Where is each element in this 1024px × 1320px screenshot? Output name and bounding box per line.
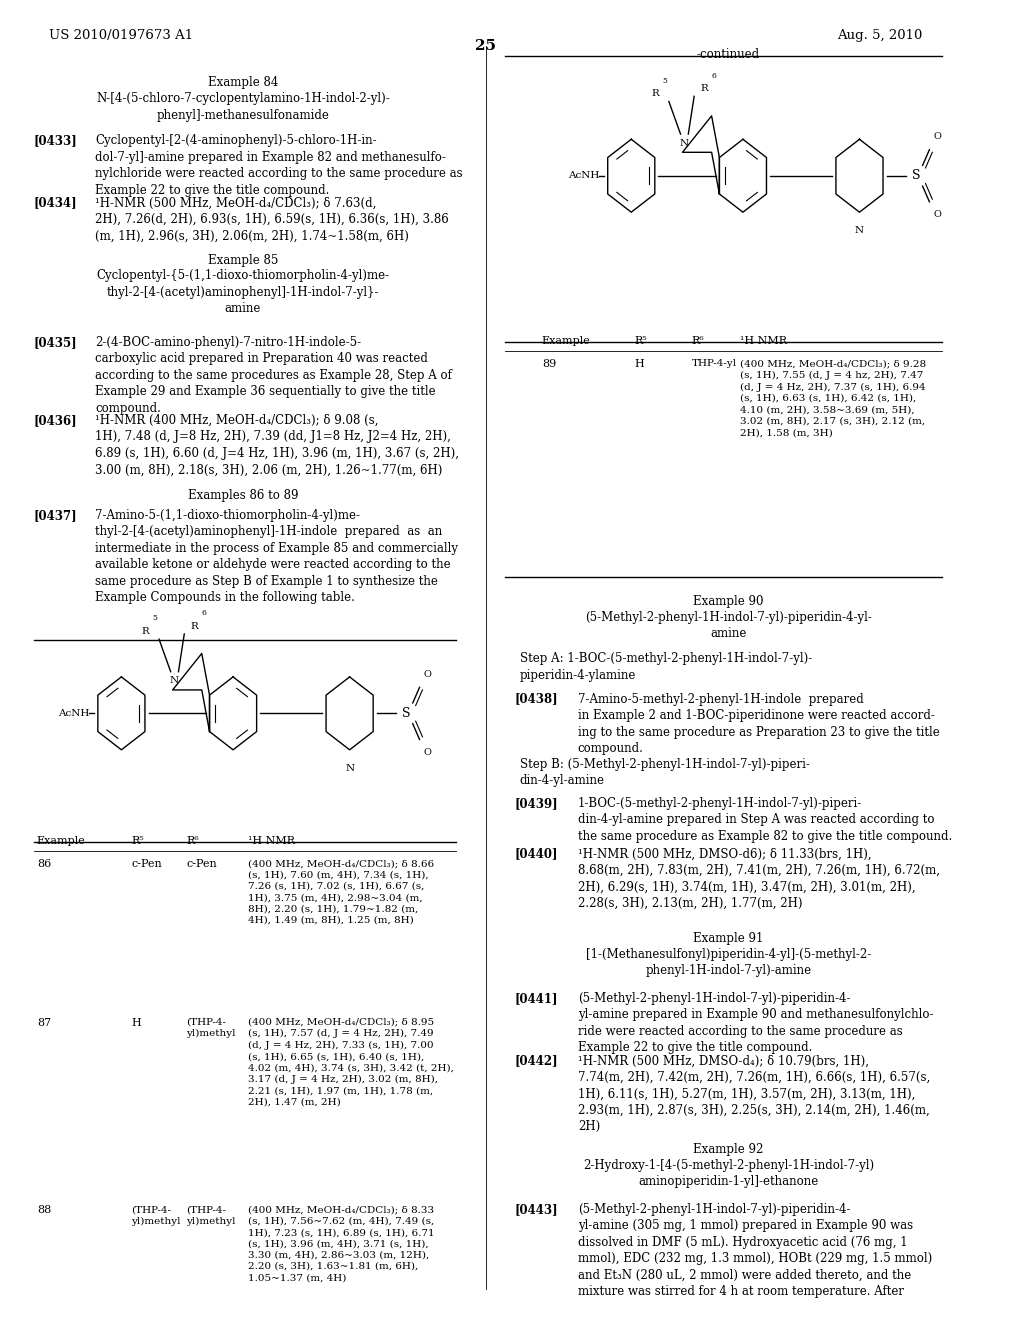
Text: 6: 6: [711, 71, 716, 79]
Text: 88: 88: [37, 1205, 51, 1216]
Text: 2-Hydroxy-1-[4-(5-methyl-2-phenyl-1H-indol-7-yl)
aminopiperidin-1-yl]-ethanone: 2-Hydroxy-1-[4-(5-methyl-2-phenyl-1H-ind…: [583, 1159, 873, 1188]
Text: Example 91: Example 91: [693, 932, 764, 945]
Text: O: O: [423, 669, 431, 678]
Text: H: H: [634, 359, 644, 370]
Text: US 2010/0197673 A1: US 2010/0197673 A1: [48, 29, 193, 42]
Text: (THP-4-
yl)methyl: (THP-4- yl)methyl: [131, 1205, 180, 1226]
Text: N-[4-(5-chloro-7-cyclopentylamino-1H-indol-2-yl)-
phenyl]-methanesulfonamide: N-[4-(5-chloro-7-cyclopentylamino-1H-ind…: [96, 92, 390, 121]
Text: [0437]: [0437]: [34, 510, 78, 521]
Text: Example 90: Example 90: [693, 595, 764, 609]
Text: (THP-4-
yl)methyl: (THP-4- yl)methyl: [186, 1018, 236, 1039]
Text: N: N: [345, 763, 354, 772]
Text: N: N: [680, 139, 689, 148]
Text: [0434]: [0434]: [34, 197, 78, 210]
Text: ¹H NMR: ¹H NMR: [248, 836, 295, 846]
Text: [0436]: [0436]: [34, 414, 78, 426]
Text: N: N: [855, 226, 864, 235]
Text: Step B: (5-Methyl-2-phenyl-1H-indol-7-yl)-piperi-
din-4-yl-amine: Step B: (5-Methyl-2-phenyl-1H-indol-7-yl…: [519, 758, 809, 787]
Text: [0433]: [0433]: [34, 135, 78, 147]
Text: R⁶: R⁶: [186, 836, 200, 846]
Text: (5-Methyl-2-phenyl-1H-indol-7-yl)-piperidin-4-
yl-amine prepared in Example 90 a: (5-Methyl-2-phenyl-1H-indol-7-yl)-piperi…: [578, 991, 933, 1055]
Text: H: H: [131, 1018, 141, 1028]
Text: c-Pen: c-Pen: [186, 859, 217, 869]
Text: Example 85: Example 85: [208, 253, 278, 267]
Text: Example: Example: [37, 836, 86, 846]
Text: Cyclopentyl-{5-(1,1-dioxo-thiomorpholin-4-yl)me-
thyl-2-[4-(acetyl)aminophenyl]-: Cyclopentyl-{5-(1,1-dioxo-thiomorpholin-…: [96, 269, 389, 315]
Text: (400 MHz, MeOH-d₄/CDCl₃); δ 9.28
(s, 1H), 7.55 (d, J = 4 hz, 2H), 7.47
(d, J = 4: (400 MHz, MeOH-d₄/CDCl₃); δ 9.28 (s, 1H)…: [740, 359, 926, 437]
Text: ¹H-NMR (500 MHz, MeOH-d₄/CDCl₃); δ 7.63(d,
2H), 7.26(d, 2H), 6.93(s, 1H), 6.59(s: ¹H-NMR (500 MHz, MeOH-d₄/CDCl₃); δ 7.63(…: [95, 197, 449, 243]
Text: 2-(4-BOC-amino-phenyl)-7-nitro-1H-indole-5-
carboxylic acid prepared in Preparat: 2-(4-BOC-amino-phenyl)-7-nitro-1H-indole…: [95, 335, 452, 414]
Text: R: R: [190, 622, 198, 631]
Text: Step A: 1-BOC-(5-methyl-2-phenyl-1H-indol-7-yl)-
piperidin-4-ylamine: Step A: 1-BOC-(5-methyl-2-phenyl-1H-indo…: [519, 652, 812, 681]
Text: (5-Methyl-2-phenyl-1H-indol-7-yl)-piperidin-4-yl-
amine: (5-Methyl-2-phenyl-1H-indol-7-yl)-piperi…: [585, 611, 871, 640]
Text: AcNH: AcNH: [568, 172, 599, 181]
Text: (5-Methyl-2-phenyl-1H-indol-7-yl)-piperidin-4-
yl-amine (305 mg, 1 mmol) prepare: (5-Methyl-2-phenyl-1H-indol-7-yl)-piperi…: [578, 1203, 932, 1299]
Text: 87: 87: [37, 1018, 51, 1028]
Text: O: O: [933, 210, 941, 219]
Text: ¹H-NMR (500 MHz, DMSO-d6); δ 11.33(brs, 1H),
8.68(m, 2H), 7.83(m, 2H), 7.41(m, 2: ¹H-NMR (500 MHz, DMSO-d6); δ 11.33(brs, …: [578, 847, 940, 909]
Text: R⁵: R⁵: [634, 335, 647, 346]
Text: [1-(Methanesulfonyl)piperidin-4-yl]-(5-methyl-2-
phenyl-1H-indol-7-yl)-amine: [1-(Methanesulfonyl)piperidin-4-yl]-(5-m…: [586, 948, 871, 977]
Text: Example: Example: [542, 335, 591, 346]
Text: R: R: [141, 627, 150, 636]
Text: Example 92: Example 92: [693, 1143, 764, 1156]
Text: S: S: [401, 706, 411, 719]
Text: 7-Amino-5-(1,1-dioxo-thiomorpholin-4-yl)me-
thyl-2-[4-(acetyl)aminophenyl]-1H-in: 7-Amino-5-(1,1-dioxo-thiomorpholin-4-yl)…: [95, 510, 458, 605]
Text: O: O: [423, 748, 431, 756]
Text: [0441]: [0441]: [515, 991, 558, 1005]
Text: 1-BOC-(5-methyl-2-phenyl-1H-indol-7-yl)-piperi-
din-4-yl-amine prepared in Step : 1-BOC-(5-methyl-2-phenyl-1H-indol-7-yl)-…: [578, 797, 952, 842]
Text: 25: 25: [475, 40, 496, 53]
Text: 6: 6: [202, 609, 206, 618]
Text: [0443]: [0443]: [515, 1203, 558, 1216]
Text: [0438]: [0438]: [515, 693, 558, 705]
Text: (400 MHz, MeOH-d₄/CDCl₃); δ 8.95
(s, 1H), 7.57 (d, J = 4 Hz, 2H), 7.49
(d, J = 4: (400 MHz, MeOH-d₄/CDCl₃); δ 8.95 (s, 1H)…: [248, 1018, 454, 1106]
Text: ¹H-NMR (400 MHz, MeOH-d₄/CDCl₃); δ 9.08 (s,
1H), 7.48 (d, J=8 Hz, 2H), 7.39 (dd,: ¹H-NMR (400 MHz, MeOH-d₄/CDCl₃); δ 9.08 …: [95, 414, 459, 477]
Text: Example 84: Example 84: [208, 75, 278, 88]
Text: O: O: [933, 132, 941, 141]
Text: (400 MHz, MeOH-d₄/CDCl₃); δ 8.66
(s, 1H), 7.60 (m, 4H), 7.34 (s, 1H),
7.26 (s, 1: (400 MHz, MeOH-d₄/CDCl₃); δ 8.66 (s, 1H)…: [248, 859, 434, 925]
Text: R: R: [651, 90, 659, 98]
Text: 7-Amino-5-methyl-2-phenyl-1H-indole  prepared
in Example 2 and 1-BOC-piperidinon: 7-Amino-5-methyl-2-phenyl-1H-indole prep…: [578, 693, 940, 755]
Text: ¹H NMR: ¹H NMR: [740, 335, 787, 346]
Text: -continued: -continued: [696, 48, 760, 61]
Text: R: R: [700, 84, 708, 92]
Text: Aug. 5, 2010: Aug. 5, 2010: [838, 29, 923, 42]
Text: [0440]: [0440]: [515, 847, 558, 861]
Text: N: N: [170, 676, 179, 685]
Text: [0435]: [0435]: [34, 335, 78, 348]
Text: (THP-4-
yl)methyl: (THP-4- yl)methyl: [186, 1205, 236, 1226]
Text: THP-4-yl: THP-4-yl: [691, 359, 736, 368]
Text: 89: 89: [542, 359, 556, 370]
Text: Examples 86 to 89: Examples 86 to 89: [187, 490, 298, 503]
Text: R⁵: R⁵: [131, 836, 143, 846]
Text: S: S: [911, 169, 920, 182]
Text: AcNH: AcNH: [58, 709, 90, 718]
Text: [0439]: [0439]: [515, 797, 558, 809]
Text: [0442]: [0442]: [515, 1055, 558, 1068]
Text: 86: 86: [37, 859, 51, 869]
Text: (400 MHz, MeOH-d₄/CDCl₃); δ 8.33
(s, 1H), 7.56~7.62 (m, 4H), 7.49 (s,
1H), 7.23 : (400 MHz, MeOH-d₄/CDCl₃); δ 8.33 (s, 1H)…: [248, 1205, 434, 1282]
Text: 5: 5: [153, 614, 158, 622]
Text: ¹H-NMR (500 MHz, DMSO-d₄); δ 10.79(brs, 1H),
7.74(m, 2H), 7.42(m, 2H), 7.26(m, 1: ¹H-NMR (500 MHz, DMSO-d₄); δ 10.79(brs, …: [578, 1055, 930, 1134]
Text: 5: 5: [663, 77, 668, 84]
Text: R⁶: R⁶: [691, 335, 705, 346]
Text: Cyclopentyl-[2-(4-aminophenyl)-5-chloro-1H-in-
dol-7-yl]-amine prepared in Examp: Cyclopentyl-[2-(4-aminophenyl)-5-chloro-…: [95, 135, 463, 197]
Text: c-Pen: c-Pen: [131, 859, 162, 869]
